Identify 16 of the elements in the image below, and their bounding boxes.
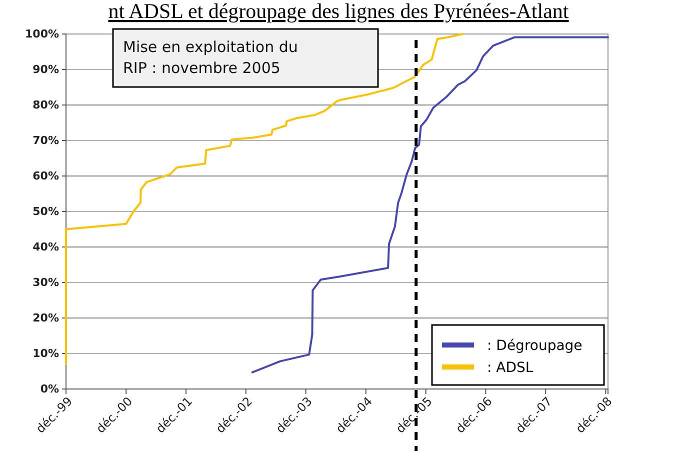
chart-title: nt ADSL et dégroupage des lignes des Pyrénées-Atlant [108, 0, 569, 23]
y-tick-label: 10% [32, 347, 59, 360]
legend-label: : ADSL [487, 360, 534, 376]
y-tick-label: 70% [32, 134, 59, 148]
legend-label: : Dégroupage [487, 338, 582, 354]
y-tick-label: 90% [32, 63, 59, 76]
y-tick-label: 20% [32, 312, 59, 325]
y-tick-label: 40% [32, 240, 59, 254]
y-tick-label: 50% [32, 205, 59, 218]
y-tick-label: 100% [25, 28, 59, 41]
y-tick-label: 80% [32, 98, 59, 112]
line-series [65, 33, 464, 366]
y-tick-label: 0% [40, 382, 59, 396]
y-tick-label: 60% [32, 170, 59, 183]
y-tick-label: 30% [32, 276, 59, 290]
annotation: Mise en exploitation du RIP : novembre 2005 [123, 38, 298, 77]
